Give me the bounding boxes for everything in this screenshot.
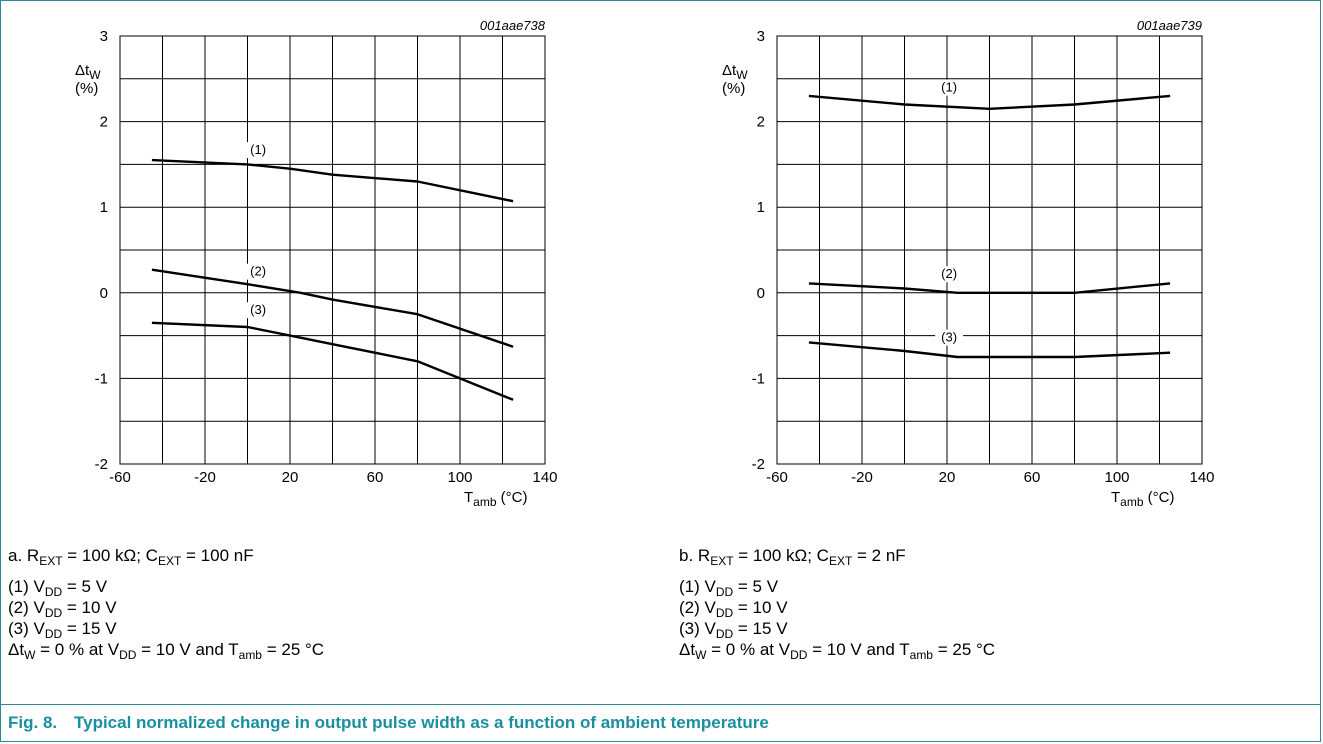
chart-a-condition: a. REXT = 100 kΩ; CEXT = 100 nF [8, 546, 254, 568]
chart-a-xtick-label: 100 [447, 469, 472, 486]
chart-a-ytick-label: 3 [100, 28, 108, 45]
chart-b-series-3-label-bg [935, 329, 964, 346]
chart-a-ylabel: ΔtW (%) [75, 62, 101, 97]
chart-b-series-2-label: (2) [941, 266, 957, 281]
chart-a-xtick-label: 140 [532, 469, 557, 486]
chart-b-footnote: ΔtW = 0 % at VDD = 10 V and Tamb = 25 °C [679, 640, 996, 662]
chart-a-xtick-label: -60 [109, 469, 131, 486]
chart-a-series-1-line [151, 158, 514, 203]
chart-b-xtick-label: 20 [939, 469, 956, 486]
chart-a-series-1-label: (1) [250, 142, 266, 157]
chart-a-series-3-label-bg [244, 302, 273, 319]
chart-b-series-1-line [808, 94, 1171, 111]
chart-a-xtick-label: 60 [367, 469, 384, 486]
chart-a-ytick-label: 2 [100, 114, 108, 131]
chart-b-ytick-label: 1 [757, 199, 765, 216]
chart-b-ylabel: ΔtW (%) [722, 62, 748, 97]
figure-caption: Fig. 8. Typical normalized change in outp… [8, 713, 769, 733]
chart-a-ytick-label: -2 [95, 456, 108, 473]
chart-a-series-2-label-bg [244, 263, 273, 280]
chart-b-note-2: (2) VDD = 10 V [679, 598, 788, 620]
chart-b-note-1: (1) VDD = 5 V [679, 577, 779, 599]
chart-b-condition: b. REXT = 100 kΩ; CEXT = 2 nF [679, 546, 906, 568]
chart-b-series-3-line [808, 341, 1171, 359]
chart-b-xtick-label: -60 [766, 469, 788, 486]
chart-a-series-3-label: (3) [250, 302, 266, 317]
chart-b-ytick-label: -1 [752, 370, 765, 387]
chart-b-ytick-label: -2 [752, 456, 765, 473]
chart-a-footnote: ΔtW = 0 % at VDD = 10 V and Tamb = 25 °C [8, 640, 325, 662]
chart-b-ytick-label: 2 [757, 114, 765, 131]
chart-b-series-2-label-bg [935, 266, 964, 283]
chart-b-xtick-label: -20 [851, 469, 873, 486]
chart-a-note-2: (2) VDD = 10 V [8, 598, 117, 620]
chart-a-xtick-label: -20 [194, 469, 216, 486]
chart-b-xtick-label: 60 [1024, 469, 1041, 486]
chart-a-code-label: 001aae738 [480, 18, 546, 33]
chart-b-ytick-label: 0 [757, 285, 765, 302]
chart-b-series-3-label: (3) [941, 330, 957, 345]
chart-a-series-1-label-bg [244, 142, 273, 159]
chart-a-note-3: (3) VDD = 15 V [8, 619, 117, 641]
caption-divider [1, 704, 1321, 705]
chart-a-ytick-label: 1 [100, 199, 108, 216]
chart-b-series-2-line [808, 282, 1171, 294]
chart-b-series-1-label-bg [935, 79, 964, 96]
chart-b-note-3: (3) VDD = 15 V [679, 619, 788, 641]
chart-a-series-2-label: (2) [250, 264, 266, 279]
chart-a-xlabel: Tamb (°C) [464, 489, 528, 509]
chart-b-plot-frame [776, 35, 1203, 465]
chart-b-xtick-label: 140 [1189, 469, 1214, 486]
chart-a-ytick-label: -1 [95, 370, 108, 387]
chart-b-notes: b. REXT = 100 kΩ; CEXT = 2 nF (1) VDD = … [679, 545, 996, 662]
chart-a-series-2-line [151, 268, 514, 348]
chart-b-xtick-label: 100 [1104, 469, 1129, 486]
chart-b-code-label: 001aae739 [1137, 18, 1202, 33]
chart-a-notes: a. REXT = 100 kΩ; CEXT = 100 nF (1) VDD … [8, 545, 325, 662]
figure-number: Fig. 8. [8, 713, 58, 732]
chart-b-ytick-label: 3 [757, 28, 765, 45]
chart-a-plot-frame [119, 35, 546, 465]
chart-a-ytick-label: 0 [100, 285, 108, 302]
figure-title: Typical normalized change in output puls… [74, 713, 769, 732]
chart-a-note-1: (1) VDD = 5 V [8, 577, 108, 599]
chart-a-xtick-label: 20 [282, 469, 299, 486]
chart-b-series-1-label: (1) [941, 80, 957, 95]
chart-b-xlabel: Tamb (°C) [1111, 489, 1175, 509]
chart-a-series-3-line [151, 321, 514, 401]
